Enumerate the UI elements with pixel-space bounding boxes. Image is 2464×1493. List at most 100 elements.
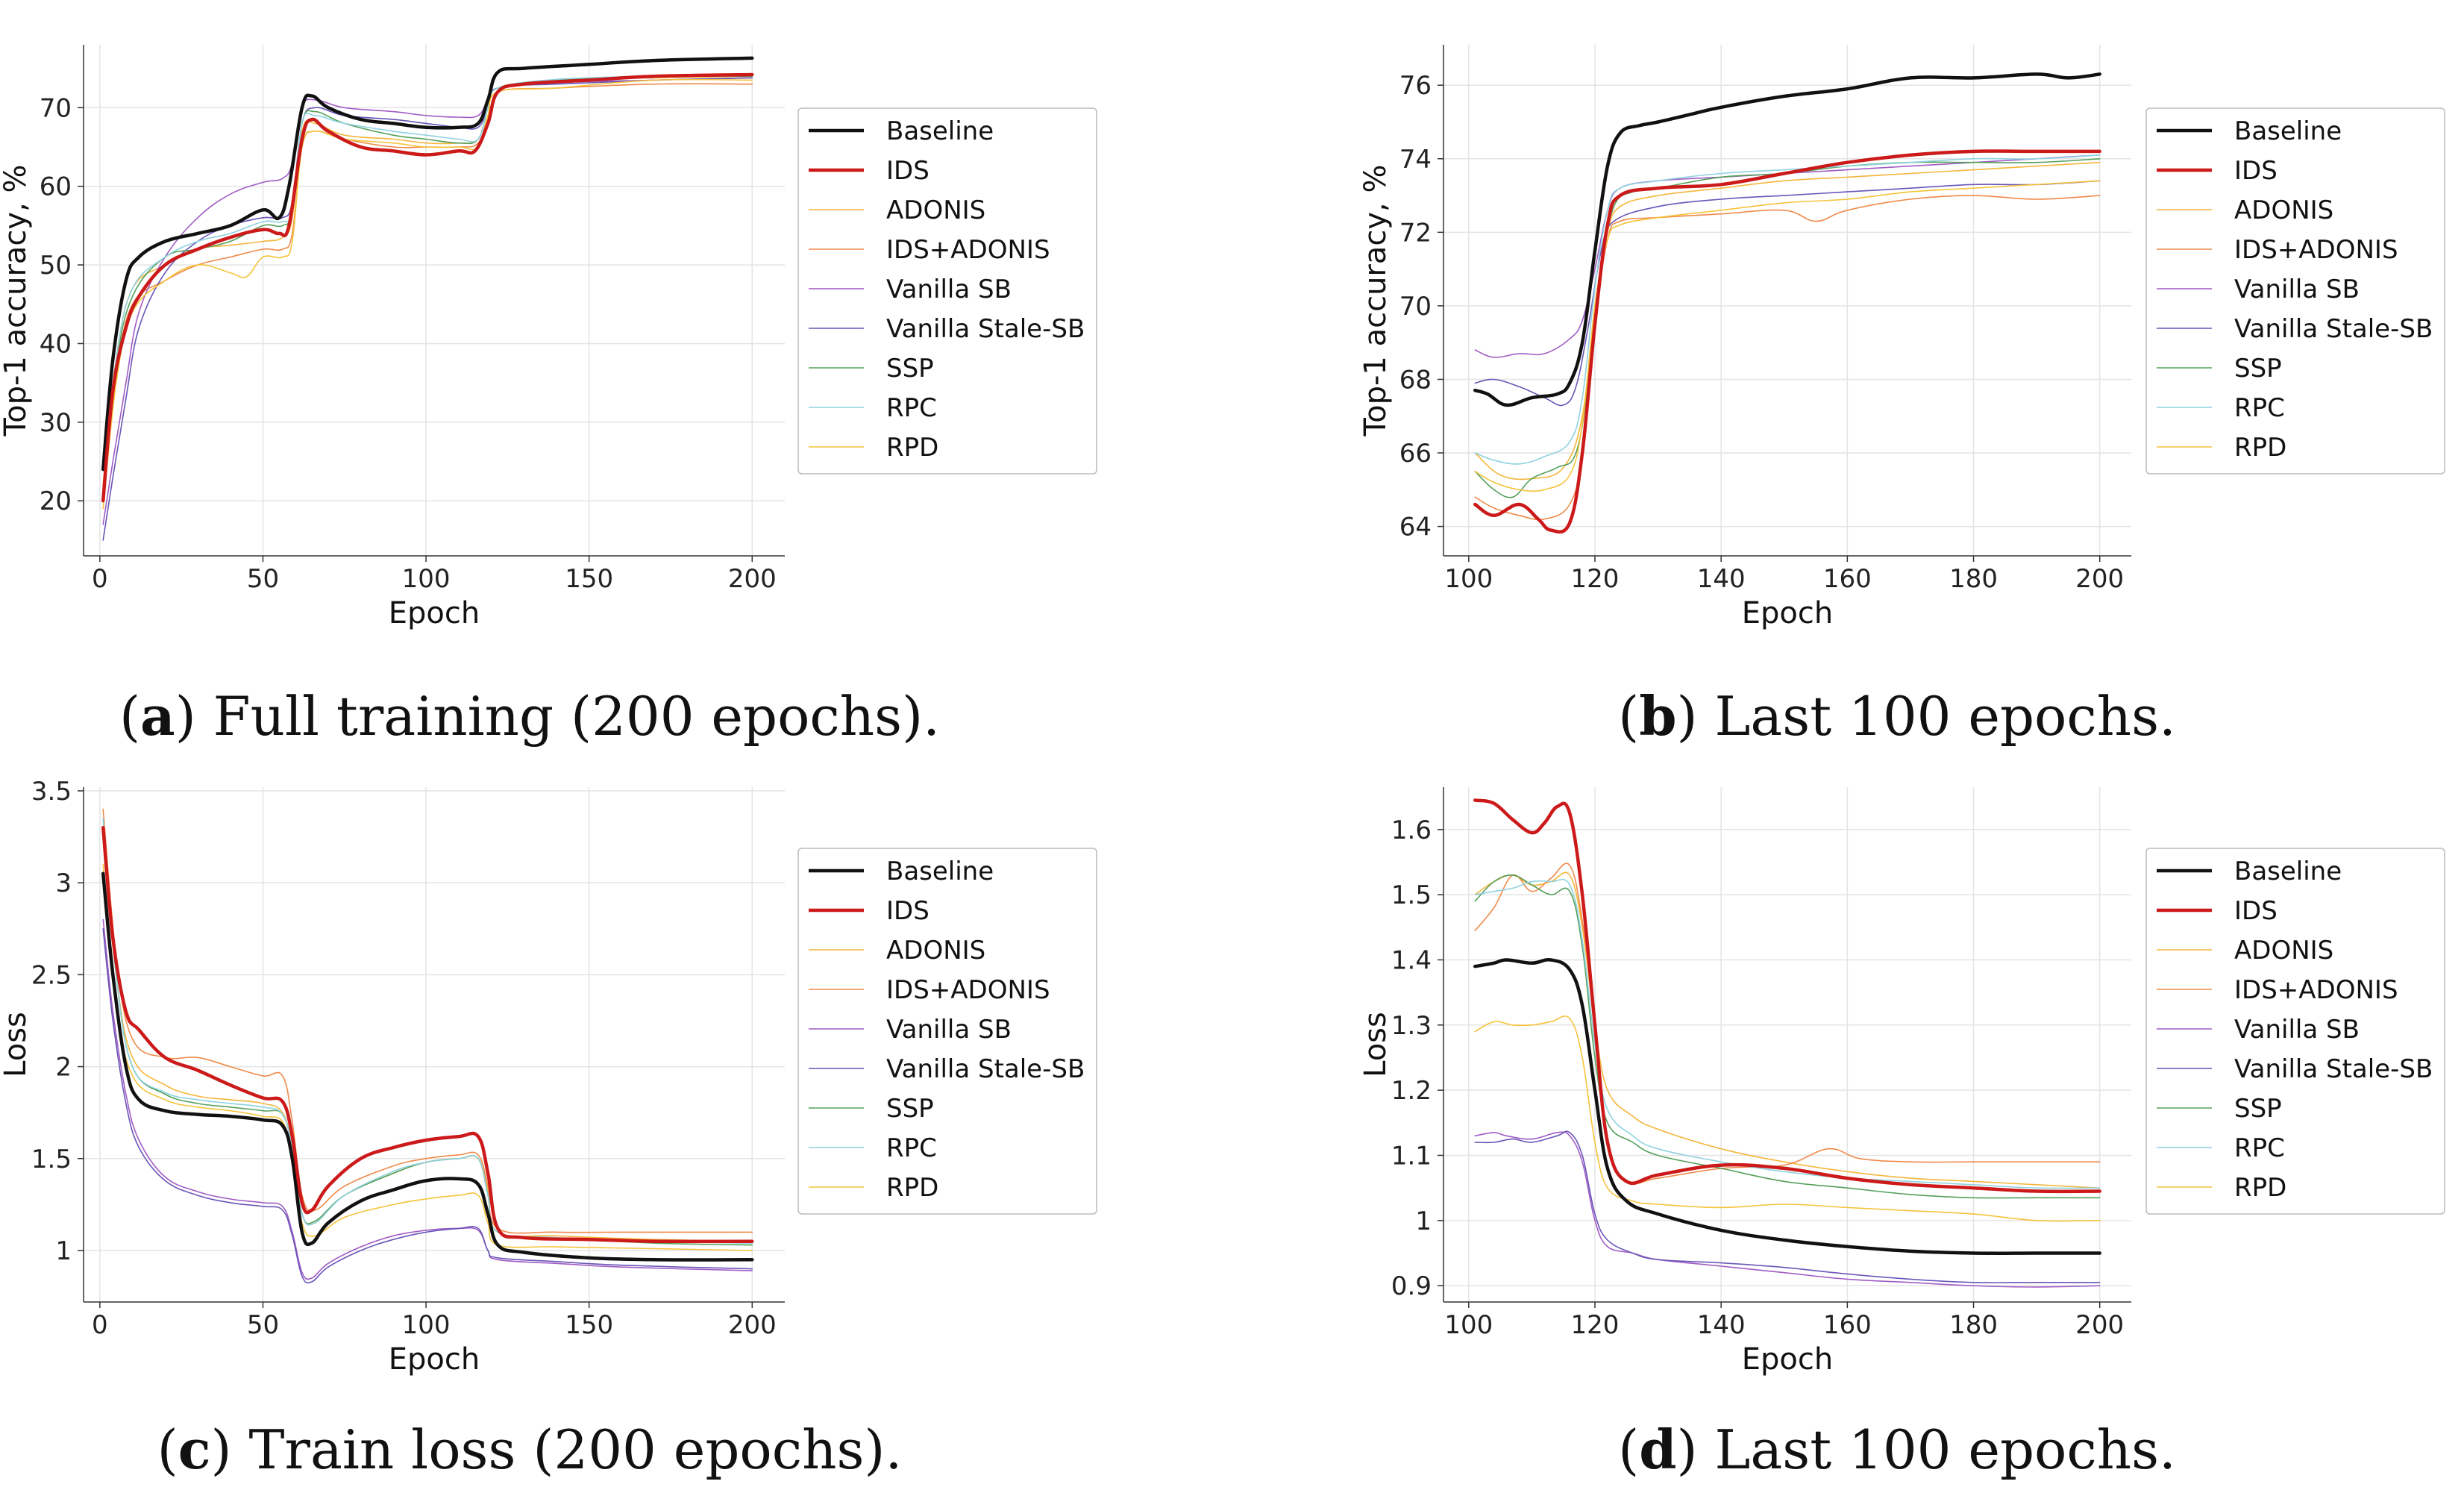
y-tick-label: 1 [55,1236,72,1266]
y-tick-label: 30 [40,408,72,438]
y-axis-title: Top-1 accuracy, % [1358,164,1393,436]
legend-label: RPC [886,1133,937,1163]
y-axis-title: Top-1 accuracy, % [0,164,33,436]
x-tick-label: 200 [2075,1310,2124,1340]
x-tick-label: 100 [402,564,451,594]
x-tick-label: 50 [247,1310,279,1340]
x-tick-label: 160 [1823,1310,1872,1340]
series-line-rpc [102,75,753,494]
series-line-vanilla-sb [102,918,753,1280]
series-line-ssp [102,75,753,501]
y-tick-label: 70 [1399,292,1432,322]
caption-letter: c [178,1418,211,1481]
y-tick-label: 20 [40,486,72,516]
series-line-vanilla-sb [1474,154,2101,358]
y-tick-label: 1 [1415,1206,1432,1236]
legend: Baseline IDS ADONIS IDS+ADONIS Vanilla SB Van… [797,107,1097,475]
caption-letter: a [140,684,175,748]
legend-label: ADONIS [2234,195,2333,225]
y-tick-label: 1.6 [1391,816,1432,845]
series-line-baseline [1473,957,2101,1255]
y-tick-label: 3.5 [31,777,72,807]
series-line-baseline [101,871,754,1262]
x-axis-title: Epoch [389,596,480,630]
legend-label: Baseline [2234,857,2342,886]
y-tick-label: 1.4 [1391,945,1432,975]
y-tick-label: 66 [1399,439,1432,469]
subfigure-caption: (c) Train loss (200 epochs). [157,1418,903,1481]
series-line-ssp [1474,874,2101,1199]
series-group [1473,798,2101,1288]
legend-label: RPD [2234,1173,2286,1203]
legend-box [2145,107,2445,475]
y-tick-label: 64 [1399,513,1432,542]
legend-label: ADONIS [886,936,985,965]
legend-label: RPC [2234,1133,2285,1163]
y-tick-label: 74 [1399,145,1432,175]
series-line-baseline [101,56,754,472]
legend-label: RPC [886,393,937,423]
series-line-vanilla-sb [102,77,753,525]
x-tick-label: 180 [1949,564,1998,594]
legend-box [2145,848,2445,1215]
subfigure-caption: (a) Full training (200 epochs). [119,684,940,748]
series-line-rpc [1474,878,2101,1189]
legend-label: SSP [2234,354,2282,384]
subfigure-caption: (d) Last 100 epochs. [1618,1418,2176,1481]
y-tick-label: 60 [40,172,72,202]
x-tick-label: 120 [1571,564,1620,594]
series-line-vanilla-stale-sb [1474,180,2101,407]
x-tick-label: 200 [728,1310,777,1340]
x-tick-label: 100 [1444,1310,1493,1340]
legend-label: IDS+ADONIS [886,975,1050,1005]
series-group [1473,72,2101,534]
chart-d: 100 120 140 160 180 200 0.9 1 1.1 1.2 1.3 1.4 1.5 1.6… [1358,787,2445,1481]
legend: Baseline IDS ADONIS IDS+ADONIS Vanilla SB Van… [2145,107,2445,475]
x-tick-label: 160 [1823,564,1872,594]
series-line-adonis [1474,161,2101,481]
legend-box [797,848,1097,1215]
x-tick-label: 200 [728,564,777,594]
series-line-ids [1473,798,2101,1194]
y-tick-label: 1.3 [1391,1011,1432,1041]
x-tick-label: 200 [2075,564,2124,594]
series-line-ids [101,825,754,1244]
x-tick-label: 140 [1697,1310,1746,1340]
y-tick-label: 3 [55,868,72,898]
caption-letter: d [1639,1418,1676,1481]
legend-label: IDS [2234,896,2278,926]
legend-label: Vanilla SB [886,1015,1012,1045]
chart-c: 0 50 100 150 200 1 1.5 2 2.5 3 3.5 Epoch Loss Baselin… [0,777,1097,1481]
legend: Baseline IDS ADONIS IDS+ADONIS Vanilla SB Van… [2145,848,2445,1215]
legend-label: RPD [886,1173,938,1203]
y-axis-title: Loss [1358,1012,1393,1077]
y-tick-label: 68 [1399,365,1432,395]
y-tick-label: 1.5 [1391,880,1432,910]
series-line-ids [1473,149,2101,534]
series-line-ids [101,72,754,503]
series-line-ids-adonis [102,808,753,1234]
subfigure-caption: (b) Last 100 epochs. [1618,684,2176,748]
x-tick-label: 120 [1571,1310,1620,1340]
legend-label: Vanilla Stale-SB [886,1054,1085,1084]
x-tick-label: 180 [1949,1310,1998,1340]
x-axis-title: Epoch [1742,1342,1833,1377]
series-group [101,808,754,1284]
legend: Baseline IDS ADONIS IDS+ADONIS Vanilla SB Van… [797,848,1097,1215]
y-tick-label: 76 [1399,71,1432,101]
legend-label: Vanilla SB [886,275,1012,304]
x-tick-label: 0 [92,564,108,594]
legend-label: ADONIS [886,195,985,225]
caption-letter: b [1639,684,1676,748]
series-line-ssp [1474,158,2101,498]
x-tick-label: 100 [1444,564,1493,594]
series-line-rpd [102,863,753,1251]
y-tick-label: 40 [40,329,72,359]
legend-label: IDS [886,156,930,186]
y-tick-label: 1.5 [31,1145,72,1174]
legend-label: Vanilla Stale-SB [886,314,1085,344]
y-axis-title: Loss [0,1012,33,1077]
series-line-rpd [1474,180,2101,492]
y-tick-label: 1.1 [1391,1141,1432,1171]
